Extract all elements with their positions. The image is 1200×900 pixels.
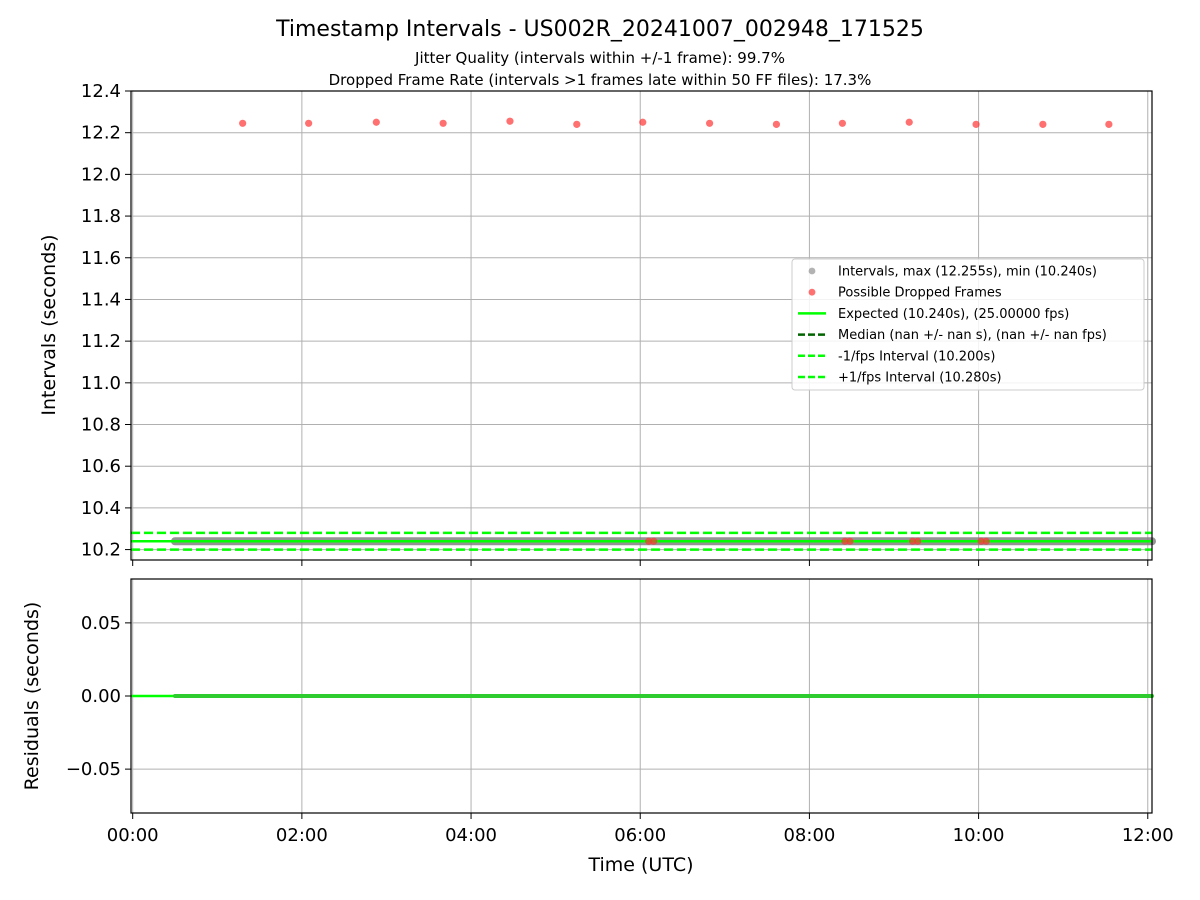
dropped-frame-point <box>772 120 781 128</box>
dropped-frame-point <box>506 117 514 125</box>
top-y-tick-label: 12.2 <box>81 123 121 144</box>
top-y-tick-label: 11.2 <box>81 331 121 352</box>
dropped-frame-point <box>573 120 581 128</box>
bottom-axes-frame <box>130 578 1153 814</box>
chart-title: Timestamp Intervals - US002R_20241007_00… <box>275 17 924 42</box>
dropped-frame-point <box>439 119 447 127</box>
top-y-tick-label: 11.8 <box>81 206 121 227</box>
dropped-frame-point <box>977 537 985 545</box>
top-axes-frame <box>130 90 1153 561</box>
legend-entry-label: Expected (10.240s), (25.00000 fps) <box>838 307 1069 322</box>
dropped-frame-point <box>972 120 980 128</box>
x-axis-label: Time (UTC) <box>587 854 693 876</box>
dropped-frame-point <box>650 537 658 545</box>
x-tick-label: 12:00 <box>1122 825 1174 846</box>
dropped-frame-point <box>1039 120 1047 128</box>
x-tick-label: 02:00 <box>276 825 328 846</box>
dropped-frame-point <box>846 537 854 545</box>
x-tick-label: 10:00 <box>953 825 1005 846</box>
residuals-panel: 00:00 02:00 04:00 06:00 08:00 10:00 12:00 0.05 0… <box>66 578 1174 846</box>
top-y-tick-label: 11.4 <box>81 289 121 310</box>
x-tick-label: 00:00 <box>107 825 159 846</box>
chart-subtitle-jitter: Jitter Quality (intervals within +/-1 fr… <box>414 49 785 67</box>
legend: Intervals, max (12.255s), min (10.240s) P… <box>791 258 1145 391</box>
legend-marker <box>808 267 816 275</box>
x-tick-label: 08:00 <box>783 825 835 846</box>
top-y-tick-label: 10.4 <box>81 498 121 519</box>
top-y-tick-label: 10.2 <box>81 540 121 561</box>
legend-entry-label: Median (nan +/- nan s), (nan +/- nan fps… <box>838 328 1107 343</box>
top-y-tick-label: 11.6 <box>81 248 121 269</box>
dropped-frame-point <box>239 119 247 127</box>
top-y-tick-label: 11.0 <box>81 373 121 394</box>
dropped-frame-point <box>905 118 913 126</box>
top-y-tick-label: 10.6 <box>81 456 121 477</box>
legend-marker <box>808 288 816 296</box>
x-tick-label: 06:00 <box>614 825 666 846</box>
x-tick-label: 04:00 <box>445 825 497 846</box>
chart-subtitle-dropped: Dropped Frame Rate (intervals >1 frames … <box>329 71 872 89</box>
legend-entry-label: Possible Dropped Frames <box>838 286 1002 301</box>
dropped-frame-point <box>838 119 847 127</box>
top-y-tick-label: 12.0 <box>81 164 121 185</box>
legend-box <box>791 258 1145 391</box>
dropped-frame-point <box>982 537 990 545</box>
dropped-frame-point <box>305 119 313 127</box>
bottom-y-tick-label: −0.05 <box>66 759 121 780</box>
bottom-y-tick-label: 0.00 <box>81 686 121 707</box>
legend-entry-label: -1/fps Interval (10.200s) <box>838 349 995 364</box>
dropped-frame-point <box>1105 120 1113 128</box>
dropped-frame-point <box>909 537 917 545</box>
dropped-frame-point <box>841 537 849 545</box>
dropped-frame-point <box>372 118 380 126</box>
bottom-y-tick-label: 0.05 <box>81 613 121 634</box>
legend-entry-label: +1/fps Interval (10.280s) <box>838 371 1002 386</box>
dropped-frame-point <box>639 118 647 126</box>
dropped-frame-point <box>645 537 653 545</box>
y-axis-label-residuals: Residuals (seconds) <box>21 602 43 791</box>
y-axis-label-intervals: Intervals (seconds) <box>38 234 60 415</box>
top-y-tick-label: 10.8 <box>81 415 121 436</box>
dropped-frame-point <box>705 119 714 127</box>
legend-entry-label: Intervals, max (12.255s), min (10.240s) <box>838 265 1097 280</box>
top-y-tick-label: 12.4 <box>81 81 121 102</box>
dropped-frame-point <box>914 537 922 545</box>
